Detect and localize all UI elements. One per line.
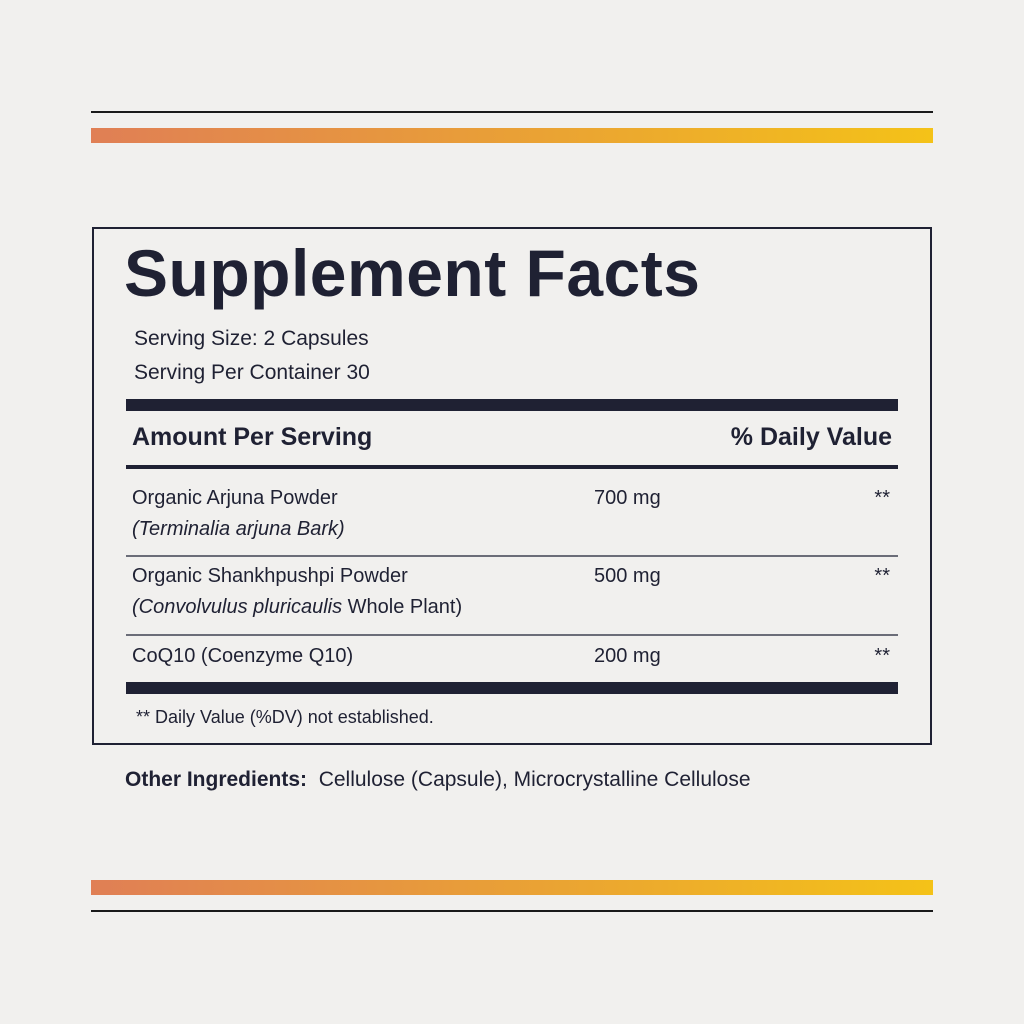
panel-title: Supplement Facts	[124, 236, 701, 310]
header-daily-value: % Daily Value	[730, 423, 892, 451]
supplement-facts-panel: Supplement Facts Serving Size: 2 Capsule…	[92, 227, 932, 745]
top-rule	[91, 111, 933, 113]
header-divider	[126, 465, 898, 469]
thick-divider	[126, 682, 898, 694]
servings-per-container: Serving Per Container 30	[134, 361, 370, 384]
bottom-rule	[91, 910, 933, 912]
ingredient-name: Organic Arjuna Powder	[132, 487, 338, 509]
header-amount: Amount Per Serving	[132, 423, 373, 451]
ingredient-name: CoQ10 (Coenzyme Q10)	[132, 645, 354, 667]
other-ingredients: Other Ingredients: Cellulose (Capsule), …	[125, 768, 751, 792]
ingredient-dv: **	[874, 645, 890, 667]
other-ingredients-value: Cellulose (Capsule), Microcrystalline Ce…	[318, 768, 751, 791]
serving-size: Serving Size: 2 Capsules	[134, 327, 369, 350]
top-gradient-bar	[91, 128, 933, 143]
ingredient-source: (Convolvulus pluricaulis Whole Plant)	[132, 596, 462, 619]
ingredient-amount: 200 mg	[594, 645, 661, 667]
row-divider	[126, 634, 898, 636]
footnote: ** Daily Value (%DV) not established.	[136, 707, 434, 727]
ingredient-source: (Terminalia arjuna Bark)	[132, 518, 345, 540]
ingredient-source-part: Whole Plant)	[342, 596, 463, 618]
ingredient-source-latin: (Convolvulus pluricaulis	[132, 596, 343, 618]
ingredient-dv: **	[874, 565, 890, 587]
bottom-gradient-bar	[91, 880, 933, 895]
other-ingredients-label: Other Ingredients:	[125, 768, 308, 791]
ingredient-amount: 500 mg	[594, 565, 661, 587]
ingredient-name: Organic Shankhpushpi Powder	[132, 565, 408, 587]
row-divider	[126, 555, 898, 557]
thick-divider	[126, 399, 898, 411]
ingredient-dv: **	[874, 487, 890, 509]
ingredient-amount: 700 mg	[594, 487, 661, 509]
